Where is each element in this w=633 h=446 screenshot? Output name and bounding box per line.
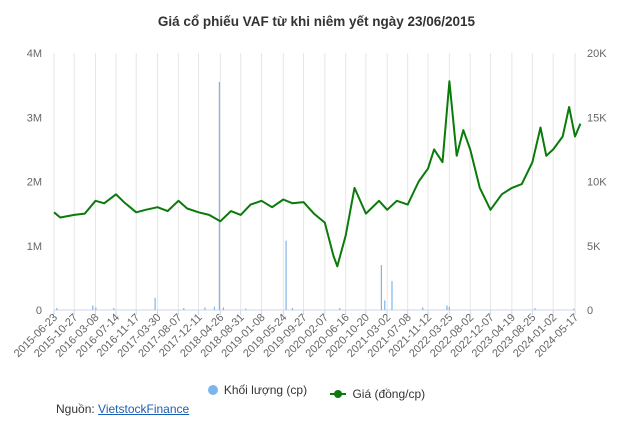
- volume-bar: [391, 281, 393, 310]
- legend-price-label: Giá (đồng/cp): [352, 387, 426, 401]
- volume-bar: [222, 307, 224, 310]
- stock-chart: 01M2M3M4M05K10K15K20K2015-06-232015-10-2…: [12, 48, 607, 360]
- volume-bar: [92, 305, 94, 310]
- volume-bar: [113, 308, 115, 310]
- left-axis-tick: 1M: [27, 241, 42, 253]
- source-note: Nguồn: VietstockFinance: [56, 402, 189, 416]
- volume-bar: [291, 308, 294, 310]
- volume-bar: [380, 265, 383, 310]
- volume-bar: [95, 307, 97, 310]
- legend-volume-marker: [207, 385, 218, 395]
- volume-bar: [56, 308, 58, 310]
- right-axis-tick: 20K: [587, 48, 607, 60]
- chart-title: Giá cổ phiếu VAF từ khi niêm yết ngày 23…: [157, 14, 476, 29]
- volume-bar: [448, 306, 450, 310]
- right-axis-tick: 15K: [587, 112, 607, 124]
- left-axis-tick: 0: [36, 305, 42, 317]
- left-axis-tick: 4M: [27, 48, 42, 60]
- left-axis-tick: 2M: [27, 177, 42, 189]
- volume-bar: [154, 297, 156, 310]
- volume-bar: [422, 307, 424, 310]
- legend: Khối lượng (cp) Giá (đồng/cp): [0, 383, 633, 401]
- volume-bar: [384, 300, 386, 310]
- right-axis-tick: 10K: [587, 177, 607, 189]
- source-prefix: Nguồn:: [56, 402, 95, 416]
- volume-bar: [213, 306, 216, 310]
- price-line: [53, 80, 582, 268]
- left-axis-tick: 3M: [27, 112, 42, 124]
- right-axis-tick: 0: [587, 305, 593, 317]
- volume-bar: [218, 81, 220, 310]
- legend-item-volume[interactable]: Khối lượng (cp): [207, 383, 308, 397]
- volume-bar: [204, 307, 206, 310]
- volume-bar: [245, 308, 247, 310]
- volume-bar: [285, 240, 287, 310]
- source-link[interactable]: VietstockFinance: [98, 402, 190, 416]
- volume-bar: [446, 305, 448, 310]
- volume-bar: [534, 308, 536, 310]
- right-axis-tick: 5K: [587, 241, 601, 253]
- volume-bar: [339, 308, 341, 310]
- volume-bar: [573, 308, 575, 310]
- legend-item-price[interactable]: Giá (đồng/cp): [330, 387, 425, 401]
- volume-bar: [183, 308, 185, 310]
- legend-price-marker: [330, 390, 347, 398]
- legend-volume-label: Khối lượng (cp): [223, 383, 308, 397]
